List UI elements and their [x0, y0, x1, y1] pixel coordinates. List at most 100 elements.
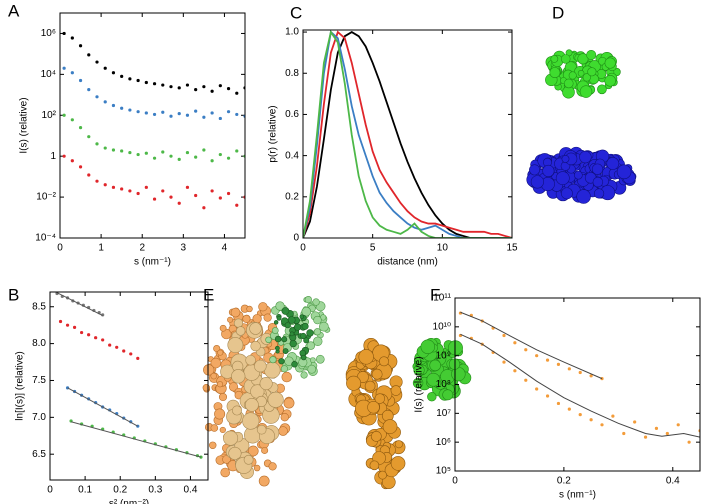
plot-area: [62, 31, 245, 210]
data-point: [524, 378, 528, 382]
molecule-bead: [287, 316, 296, 324]
data-point: [62, 66, 66, 70]
molecule-bead: [258, 475, 270, 487]
molecule-bead: [283, 397, 295, 409]
data-line: [460, 333, 700, 438]
molecule-bead: [282, 348, 289, 355]
molecule-bead: [222, 455, 231, 464]
axes-frame: [454, 297, 701, 472]
x-tick-label: 0.4: [183, 485, 197, 496]
molecule-bead: [378, 470, 387, 480]
molecule-bead: [429, 359, 441, 372]
x-tick-label: 0.3: [148, 485, 162, 496]
molecule-bead: [309, 357, 316, 363]
data-point: [128, 189, 132, 193]
data-point: [556, 362, 561, 366]
data-point: [235, 149, 239, 153]
molecule-bead: [587, 67, 597, 77]
y-tick-label: 10⁴: [41, 69, 56, 80]
molecule-bead: [242, 412, 260, 430]
axes-frame: [302, 29, 513, 239]
data-point: [115, 345, 119, 349]
molecule-bead: [442, 389, 454, 401]
molecule-bead: [230, 307, 241, 318]
molecule-bead: [390, 385, 402, 396]
molecule-bead: [267, 391, 284, 408]
data-point: [80, 330, 84, 335]
molecule-bead: [258, 302, 268, 312]
data-point: [185, 113, 190, 117]
molecule-bead: [210, 357, 222, 369]
data-point: [654, 426, 659, 431]
data-point: [87, 87, 91, 92]
molecule-bead: [210, 424, 219, 432]
data-point: [120, 74, 124, 78]
y-tick-label: 10⁷: [436, 408, 451, 419]
data-point: [185, 185, 190, 189]
data-point: [513, 369, 517, 373]
data-point: [62, 113, 66, 117]
data-point: [633, 420, 637, 424]
y-tick-label: 1: [50, 151, 56, 162]
y-tick-label: 10⁸: [436, 379, 451, 390]
molecule-bead: [209, 441, 217, 450]
molecule-bead: [358, 349, 374, 365]
x-tick-label: 0: [452, 476, 458, 487]
molecule-bead: [560, 187, 573, 200]
data-point: [152, 112, 157, 117]
data-point: [600, 423, 604, 427]
molecule-bead: [271, 327, 279, 334]
molecule-bead: [561, 54, 571, 64]
molecule-bead: [586, 49, 597, 61]
molecule-bead: [284, 322, 291, 329]
data-point: [169, 154, 173, 158]
data-line: [67, 387, 139, 427]
molecule-bead: [573, 170, 583, 180]
data-point: [194, 109, 198, 113]
data-point: [87, 333, 91, 337]
data-point: [194, 155, 198, 159]
data-point: [87, 53, 91, 57]
data-point: [185, 83, 190, 87]
molecule-bead: [370, 430, 382, 442]
data-point: [62, 31, 66, 36]
panel-label: A: [8, 1, 20, 20]
data-point: [122, 349, 126, 353]
data-point: [144, 185, 148, 189]
data-point: [136, 356, 140, 360]
data-point: [103, 66, 107, 70]
molecule-bead: [274, 335, 282, 343]
data-point: [95, 142, 99, 146]
data-point: [226, 156, 231, 160]
data-point: [152, 197, 157, 201]
molecule-bead: [604, 57, 616, 69]
axes-frame: [59, 12, 246, 239]
molecule-bead: [307, 364, 317, 374]
data-point: [545, 358, 550, 362]
molecule-bead: [263, 313, 272, 322]
molecule-bead: [214, 408, 226, 420]
data-point: [136, 110, 140, 114]
data-point: [210, 159, 214, 163]
molecule-bead: [275, 345, 280, 351]
y-tick-label: 0.2: [285, 191, 299, 202]
molecule-bead: [529, 164, 541, 176]
data-point: [210, 189, 214, 193]
molecular-renderings: [202, 49, 637, 490]
x-tick-label: 2: [139, 243, 145, 254]
x-tick-label: 0: [300, 243, 306, 254]
molecule-bead: [276, 315, 282, 321]
data-point: [643, 435, 648, 439]
molecule-bead: [616, 164, 632, 180]
molecule-bead: [216, 381, 224, 388]
molecule-bead: [243, 454, 254, 465]
data-point: [95, 179, 99, 183]
data-point: [72, 325, 77, 329]
y-tick-label: 10¹⁰: [433, 321, 451, 332]
data-point: [70, 159, 74, 163]
data-point: [95, 60, 99, 64]
molecule-bead: [249, 322, 262, 335]
molecule-bead: [550, 55, 559, 63]
data-point: [202, 206, 206, 210]
